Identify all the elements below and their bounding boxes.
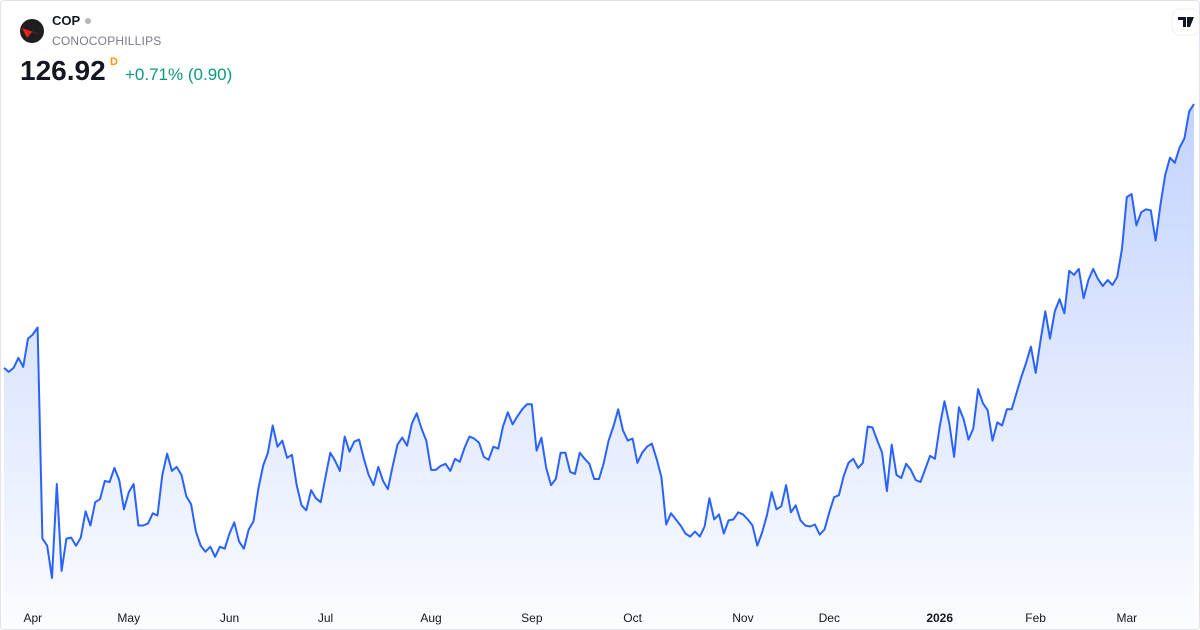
symbol[interactable]: COP [52, 13, 81, 28]
interval: D [110, 56, 118, 68]
logo [20, 19, 44, 43]
tradingview-logo[interactable] [1171, 8, 1199, 36]
x-tick-label: Nov [732, 611, 753, 625]
price-line [3, 103, 1195, 579]
x-tick-label: Sep [521, 611, 543, 625]
x-tick-label: Dec [819, 611, 840, 625]
x-tick-label: Apr [23, 611, 42, 625]
x-tick-label: Oct [623, 611, 642, 625]
x-tick-label: Aug [420, 611, 441, 625]
status-dot [85, 18, 91, 24]
price-change: +0.71% (0.90) [125, 65, 233, 84]
last-price: 126.92 [20, 55, 106, 86]
x-tick-label: Jul [318, 611, 333, 625]
x-tick-label: 2026 [926, 611, 953, 625]
area-fill [4, 104, 1194, 629]
x-tick-label: Mar [1116, 611, 1137, 625]
x-tick-label: May [117, 611, 140, 625]
x-tick-label: Jun [220, 611, 239, 625]
x-tick-label: Feb [1025, 611, 1046, 625]
company-name: CONOCOPHILLIPS [52, 34, 162, 48]
